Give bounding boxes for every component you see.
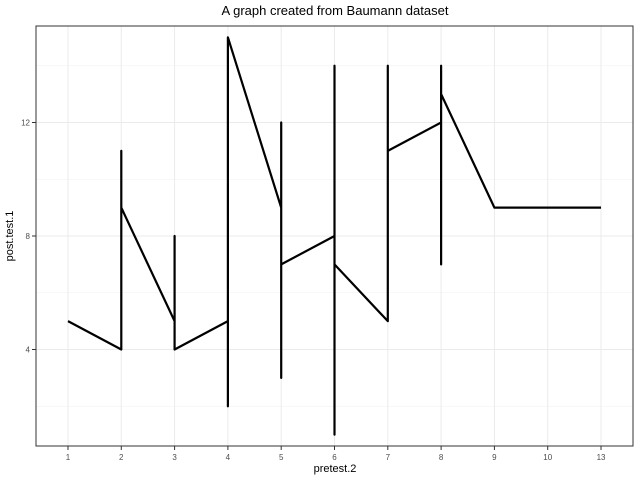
series-lines <box>67 36 602 436</box>
x-tick-label: 5 <box>279 453 284 462</box>
x-tick-label: 2 <box>119 453 124 462</box>
y-axis-ticks: 4 8 12 <box>21 118 36 355</box>
y-tick-label: 12 <box>21 118 30 127</box>
x-tick-label: 10 <box>543 453 552 462</box>
chart-title: A graph created from Baumann dataset <box>222 3 449 18</box>
y-tick-label: 8 <box>26 232 31 241</box>
x-tick-label: 8 <box>439 453 444 462</box>
x-axis-label: pretest.2 <box>314 463 357 475</box>
x-tick-label: 1 <box>66 453 71 462</box>
x-tick-label: 7 <box>386 453 391 462</box>
x-tick-label: 13 <box>597 453 606 462</box>
series-line-0 <box>67 36 602 436</box>
x-tick-label: 4 <box>226 453 231 462</box>
x-axis-ticks: 1 2 3 4 5 6 7 8 9 10 13 <box>66 446 606 462</box>
x-tick-label: 3 <box>172 453 177 462</box>
y-tick-label: 4 <box>26 346 31 355</box>
x-tick-label: 6 <box>332 453 337 462</box>
x-tick-label: 9 <box>492 453 497 462</box>
y-axis-label: post.test.1 <box>4 211 16 262</box>
